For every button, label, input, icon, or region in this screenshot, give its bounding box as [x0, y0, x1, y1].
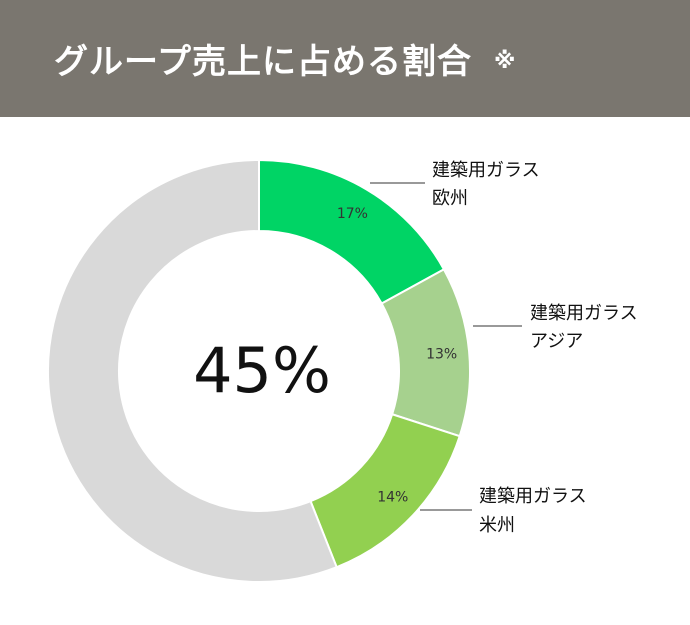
- data-label: 17%: [337, 206, 368, 222]
- donut-slice: [258, 158, 446, 305]
- category-label-line2: アジア: [530, 331, 583, 352]
- donut-slice: [47, 158, 338, 583]
- donut-chart: 45% 17% 13% 14% 建築用ガラス 欧州 建築用ガラス アジア 建築用ガラス 米州: [0, 117, 690, 621]
- donut-slices: [47, 158, 471, 583]
- category-label-line1: 建築用ガラス: [479, 486, 587, 507]
- category-label-line1: 建築用ガラス: [432, 160, 540, 181]
- data-label: 13%: [426, 347, 457, 363]
- category-label-line2: 欧州: [432, 188, 468, 209]
- note-mark: ※: [493, 49, 516, 74]
- leader-lines: [370, 182, 522, 511]
- category-label-line1: 建築用ガラス: [530, 303, 638, 324]
- title-banner: グループ売上に占める割合 ※: [0, 0, 690, 117]
- chart-title: グループ売上に占める割合: [54, 42, 472, 82]
- center-value: 45%: [193, 334, 331, 407]
- data-labels: 17% 13% 14%: [337, 206, 457, 506]
- data-label: 14%: [377, 490, 408, 506]
- category-label-line2: 米州: [479, 515, 515, 536]
